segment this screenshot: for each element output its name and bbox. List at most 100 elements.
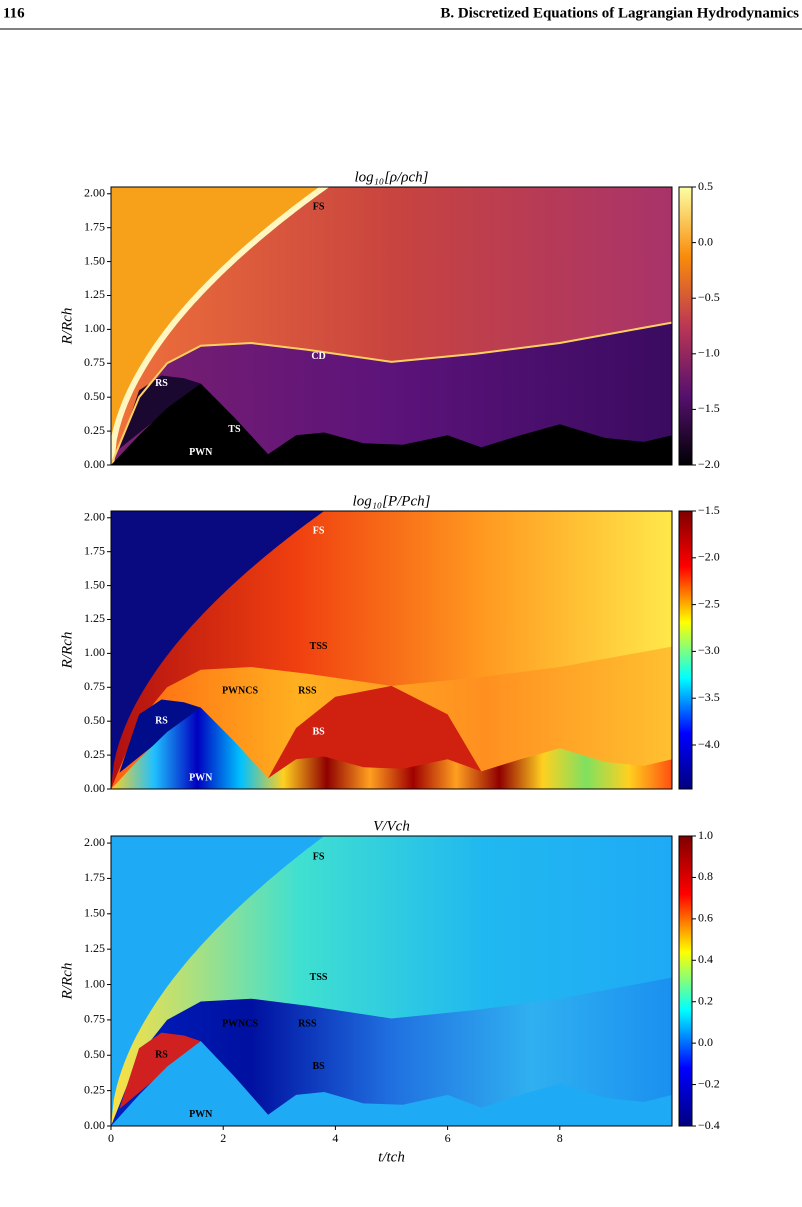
y-tick-label: 1.75: [84, 543, 105, 557]
colorbar: [678, 510, 693, 790]
y-axis-label: R/Rch: [59, 963, 75, 1001]
y-tick-label: 1.50: [84, 253, 105, 267]
y-axis-label: R/Rch: [59, 308, 75, 346]
y-tick-label: 1.25: [84, 611, 105, 625]
x-tick-label: 0: [108, 1131, 114, 1145]
y-tick-label: 1.50: [84, 577, 105, 591]
colorbar-tick-label: 0.0: [698, 1035, 713, 1049]
colorbar-tick-label: −1.0: [698, 346, 720, 360]
region: [111, 1041, 672, 1126]
y-tick-label: 0.00: [84, 781, 105, 795]
annotation: RS: [155, 1050, 168, 1061]
x-tick-label: 8: [557, 1131, 563, 1145]
page-number: 116: [3, 5, 25, 21]
annotation: RS: [155, 715, 168, 726]
colorbar: [678, 835, 693, 1127]
annotation: CD: [311, 351, 325, 362]
annotation: RSS: [298, 1018, 317, 1029]
y-tick-label: 1.00: [84, 645, 105, 659]
chapter-title: B. Discretized Equations of Lagrangian H…: [440, 5, 799, 21]
colorbar-tick-label: −3.5: [698, 690, 720, 704]
x-axis-label: t/tch: [378, 1149, 405, 1165]
y-tick-label: 0.50: [84, 1047, 105, 1061]
y-tick-label: 2.00: [84, 835, 105, 849]
annotation: FS: [313, 202, 325, 213]
colorbar-tick-label: 0.8: [698, 869, 713, 883]
y-axis-label: R/Rch: [59, 632, 75, 670]
annotation: PWN: [189, 772, 213, 783]
colorbar-tick-label: 0.6: [698, 911, 713, 925]
heatmap: [111, 836, 672, 1126]
annotation: RSS: [298, 686, 317, 697]
annotation: FS: [313, 526, 325, 537]
y-tick-label: 0.75: [84, 355, 105, 369]
heatmap: [111, 187, 672, 465]
region: [119, 375, 201, 449]
x-tick-label: 4: [332, 1131, 338, 1145]
y-tick-label: 1.00: [84, 976, 105, 990]
region: [111, 707, 672, 789]
colorbar-tick-label: −0.4: [698, 1118, 720, 1132]
y-tick-label: 1.25: [84, 287, 105, 301]
y-tick-label: 1.25: [84, 941, 105, 955]
y-tick-label: 0.75: [84, 1012, 105, 1026]
y-tick-label: 0.50: [84, 713, 105, 727]
colorbar-tick-label: 0.2: [698, 993, 713, 1007]
region: [111, 383, 672, 465]
y-tick-label: 0.75: [84, 679, 105, 693]
x-tick-label: 2: [220, 1131, 226, 1145]
annotation: PWNCS: [222, 686, 259, 697]
front: [111, 321, 672, 465]
colorbar-tick-label: 0.4: [698, 952, 713, 966]
panel-title: V/Vch: [373, 818, 410, 834]
annotation: PWN: [189, 1109, 213, 1120]
annotation: RS: [155, 378, 168, 389]
colorbar-tick-label: 0.0: [698, 234, 713, 248]
colorbar-tick-label: −1.5: [698, 503, 720, 517]
y-tick-label: 1.75: [84, 870, 105, 884]
colorbar-tick-label: −0.2: [698, 1076, 720, 1090]
x-tick-label: 6: [445, 1131, 451, 1145]
colorbar-tick-label: −1.5: [698, 401, 720, 415]
region: [111, 322, 672, 465]
colorbar-tick-label: −2.0: [698, 550, 720, 564]
y-tick-label: 0.25: [84, 423, 105, 437]
region: [119, 1032, 201, 1109]
colorbar-tick-label: −0.5: [698, 290, 720, 304]
colorbar-tick-label: −4.0: [698, 737, 720, 751]
colorbar: [678, 186, 693, 466]
y-tick-label: 2.00: [84, 186, 105, 200]
plot-frame: [110, 835, 673, 1127]
plot-frame: [110, 510, 673, 790]
colorbar-tick-label: −2.5: [698, 596, 720, 610]
colorbar-tick-label: −2.0: [698, 457, 720, 471]
annotation: TS: [228, 424, 241, 435]
y-tick-label: 0.25: [84, 747, 105, 761]
panel-title: log₁₀[P/Pch]: [353, 493, 431, 509]
region: [268, 685, 482, 779]
y-tick-label: 0.25: [84, 1082, 105, 1096]
region: [111, 977, 672, 1126]
plot-frame: [110, 186, 673, 466]
y-tick-label: 2.00: [84, 510, 105, 524]
y-tick-label: 1.00: [84, 321, 105, 335]
colorbar-tick-label: 1.0: [698, 828, 713, 842]
annotation: TSS: [310, 972, 328, 983]
annotation: TSS: [310, 641, 328, 652]
annotation: BS: [312, 726, 325, 737]
colorbar-tick-label: −3.0: [698, 643, 720, 657]
annotation: PWN: [189, 447, 213, 458]
y-tick-label: 1.50: [84, 906, 105, 920]
annotation: FS: [313, 852, 325, 863]
front: [111, 187, 330, 465]
y-tick-label: 0.00: [84, 1118, 105, 1132]
panel-title: log₁₀[ρ/ρch]: [355, 169, 429, 185]
annotation: BS: [312, 1061, 325, 1072]
y-tick-label: 1.75: [84, 219, 105, 233]
y-tick-label: 0.50: [84, 389, 105, 403]
annotation: PWNCS: [222, 1018, 259, 1029]
colorbar-tick-label: 0.5: [698, 179, 713, 193]
heatmap: [111, 511, 672, 789]
